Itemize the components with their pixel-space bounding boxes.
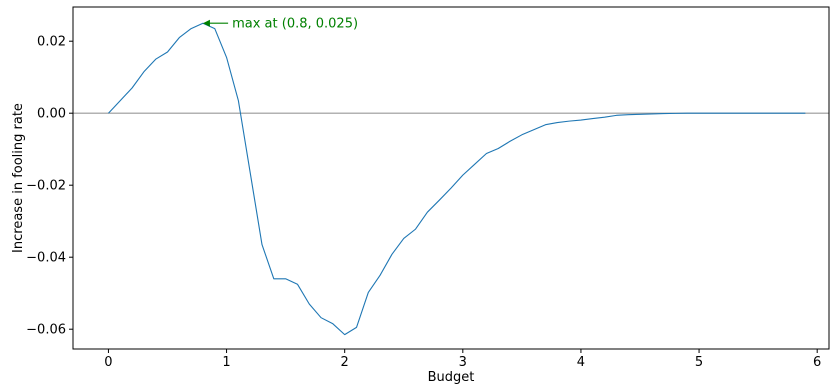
annotation-arrow-head <box>202 19 210 27</box>
x-tick-label: 3 <box>459 355 467 370</box>
y-axis-label: Increase in fooling rate <box>11 103 26 253</box>
y-tick-label: −0.04 <box>26 251 66 266</box>
plot-frame <box>72 6 830 350</box>
series-layer <box>108 22 806 336</box>
x-axis-ticks: 0 1 2 3 4 5 6 <box>104 349 821 370</box>
x-tick-label: 0 <box>104 355 112 370</box>
x-tick-label: 1 <box>222 355 230 370</box>
x-axis-label: Budget <box>428 370 475 385</box>
y-axis-ticks: 0.02 0.00 −0.02 −0.04 −0.06 <box>26 35 73 338</box>
max-annotation-label: max at (0.8, 0.025) <box>232 17 358 32</box>
x-tick-label: 2 <box>341 355 349 370</box>
x-tick-label: 6 <box>813 355 821 370</box>
series-line-0 <box>108 22 806 336</box>
y-tick-label: 0.00 <box>37 107 66 122</box>
x-tick-label: 4 <box>577 355 585 370</box>
y-tick-label: 0.02 <box>37 35 66 50</box>
y-tick-label: −0.02 <box>26 179 66 194</box>
annotation-layer: max at (0.8, 0.025) <box>202 17 358 32</box>
y-tick-label: −0.06 <box>26 323 66 338</box>
x-tick-label: 5 <box>695 355 703 370</box>
